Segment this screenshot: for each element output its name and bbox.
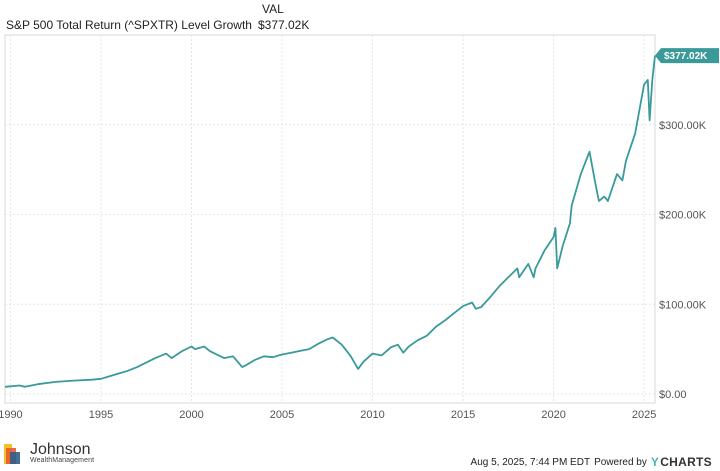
grid [5, 35, 655, 403]
legend-series-row: S&P 500 Total Return (^SPXTR) Level Grow… [6, 18, 309, 32]
ycharts-logo: Y CHARTS [651, 455, 712, 469]
y-tick-label: $300.00K [659, 120, 707, 132]
y-axis: $0.00 $100.00K $200.00K $300.00K [659, 120, 707, 401]
x-tick-label: 2025 [632, 409, 656, 421]
y-tick-label: $200.00K [659, 210, 707, 222]
logo-sub-text: WealthManagement [30, 456, 95, 464]
y-tick-label: $0.00 [659, 389, 687, 401]
plot-area-frame [4, 34, 656, 404]
x-tick-label: 2005 [270, 409, 294, 421]
ycharts-brand-text: CHARTS [660, 455, 712, 469]
legend-series-name: S&P 500 Total Return (^SPXTR) Level Grow… [6, 18, 252, 32]
powered-by-text: Powered by [594, 456, 647, 468]
end-value-label: $377.02K [664, 51, 708, 62]
x-tick-label: 2020 [541, 409, 565, 421]
johnson-logo: Johnson WealthManagement [4, 440, 94, 466]
footer: Aug 5, 2025, 7:44 PM EDT Powered by Y CH… [471, 455, 712, 469]
x-tick-label: 2015 [451, 409, 475, 421]
end-value-flag-shape [655, 48, 719, 64]
x-axis: 1990 1995 2000 2005 2010 2015 2020 2025 [0, 409, 656, 421]
x-tick-label: 2010 [360, 409, 384, 421]
end-value-flag: $377.02K [655, 48, 719, 64]
ycharts-y-icon: Y [650, 455, 660, 469]
x-tick-label: 1995 [89, 409, 113, 421]
y-tick-label: $100.00K [659, 299, 707, 311]
legend-series-value: $377.02K [257, 18, 310, 32]
timestamp: Aug 5, 2025, 7:44 PM EDT [470, 456, 591, 468]
x-tick-label: 1990 [0, 409, 23, 421]
logo-main-text: Johnson [30, 440, 91, 458]
line-chart: 1990 1995 2000 2005 2010 2015 2020 2025 $0.00 $1… [0, 34, 719, 421]
x-tick-label: 2000 [179, 409, 203, 421]
legend-column-header: VAL [262, 2, 284, 16]
logo-mark-icon [4, 442, 26, 464]
series-line [4, 55, 656, 388]
